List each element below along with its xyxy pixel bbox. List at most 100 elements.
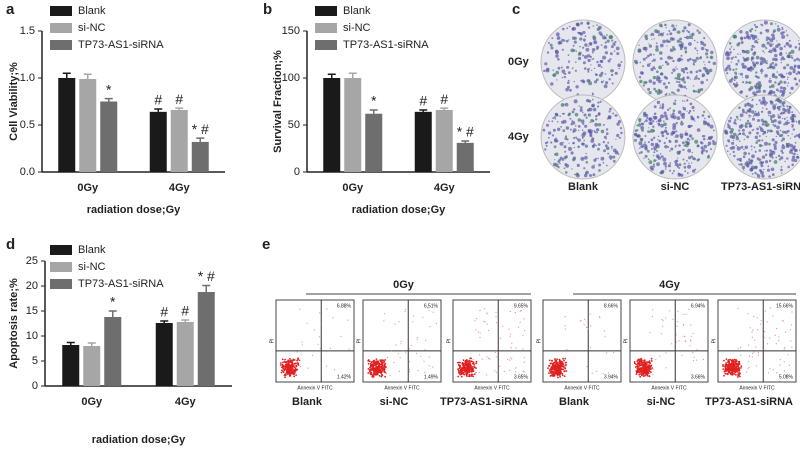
event <box>596 371 597 372</box>
colony <box>690 115 693 118</box>
colony <box>607 153 609 155</box>
colony <box>663 162 667 166</box>
y-tick-label: 0 <box>294 166 300 178</box>
error-bar <box>370 110 378 114</box>
colony <box>756 140 758 142</box>
colony <box>656 45 659 48</box>
panel-label: e <box>262 236 270 253</box>
legend-label: Blank <box>78 5 106 17</box>
colony <box>568 147 572 151</box>
colony <box>574 99 578 103</box>
event <box>693 357 694 358</box>
colony <box>740 113 744 117</box>
event <box>565 328 566 329</box>
event <box>487 324 488 325</box>
colony <box>560 157 563 160</box>
colony <box>649 91 652 94</box>
colony <box>580 22 583 25</box>
colony <box>740 54 741 55</box>
colony <box>587 68 590 71</box>
colony <box>611 45 614 48</box>
colony <box>698 78 700 80</box>
event <box>458 370 460 372</box>
y-tick-label: 10 <box>26 330 38 342</box>
colony <box>573 45 575 47</box>
error-bar <box>154 109 162 112</box>
colony <box>755 111 756 112</box>
event <box>482 359 483 360</box>
event <box>683 314 684 315</box>
y-tick-label: 20 <box>26 280 38 292</box>
colony <box>743 152 747 156</box>
event <box>791 347 792 348</box>
event <box>467 362 469 364</box>
event <box>556 358 558 360</box>
event <box>565 362 567 364</box>
colony <box>735 123 737 125</box>
colony <box>572 142 574 144</box>
colony <box>786 30 787 31</box>
colony <box>777 114 779 116</box>
colony <box>676 122 678 124</box>
colony <box>656 121 657 122</box>
event <box>646 363 648 365</box>
colony <box>645 119 648 122</box>
event <box>752 330 753 331</box>
event <box>383 364 385 366</box>
event <box>371 376 373 378</box>
event <box>754 340 755 341</box>
colony <box>582 47 584 49</box>
colony <box>677 165 679 167</box>
colony <box>609 108 612 111</box>
colony <box>758 39 759 40</box>
colony <box>583 140 585 142</box>
colony <box>612 113 614 115</box>
colony <box>581 119 585 123</box>
colony <box>669 170 671 172</box>
event <box>562 358 564 360</box>
colony <box>653 116 657 120</box>
colony <box>783 123 785 125</box>
colony <box>774 141 777 144</box>
colony <box>580 106 583 109</box>
x-axis-label: Annexin V FITC <box>297 385 333 391</box>
colony <box>770 115 772 117</box>
plot-label: Blank <box>559 396 590 408</box>
colony <box>735 56 737 58</box>
event <box>411 345 412 346</box>
y-tick-label: 100 <box>282 72 300 84</box>
event <box>495 352 496 353</box>
event <box>557 367 559 369</box>
event <box>554 375 556 377</box>
colony <box>770 22 773 25</box>
event <box>677 321 678 322</box>
event <box>401 341 402 342</box>
colony <box>547 51 549 53</box>
colony <box>783 81 786 84</box>
colony <box>737 119 738 120</box>
colony <box>789 66 793 70</box>
colony <box>756 174 758 176</box>
event <box>637 369 639 371</box>
colony <box>693 63 695 65</box>
event <box>566 349 567 350</box>
colony <box>754 113 758 117</box>
colony <box>588 79 590 81</box>
colony <box>728 68 731 71</box>
colony <box>772 91 775 94</box>
event <box>727 367 729 369</box>
event <box>383 320 384 321</box>
colony <box>756 127 759 130</box>
colony <box>607 118 609 120</box>
event <box>551 360 553 362</box>
colony <box>568 71 571 74</box>
colony <box>773 144 775 146</box>
colony <box>617 63 621 67</box>
colony <box>777 106 780 109</box>
legend-label: Blank <box>78 244 106 256</box>
event <box>347 320 348 321</box>
colony <box>648 141 650 143</box>
colony <box>612 83 614 85</box>
event <box>484 321 485 322</box>
colony <box>726 145 728 147</box>
